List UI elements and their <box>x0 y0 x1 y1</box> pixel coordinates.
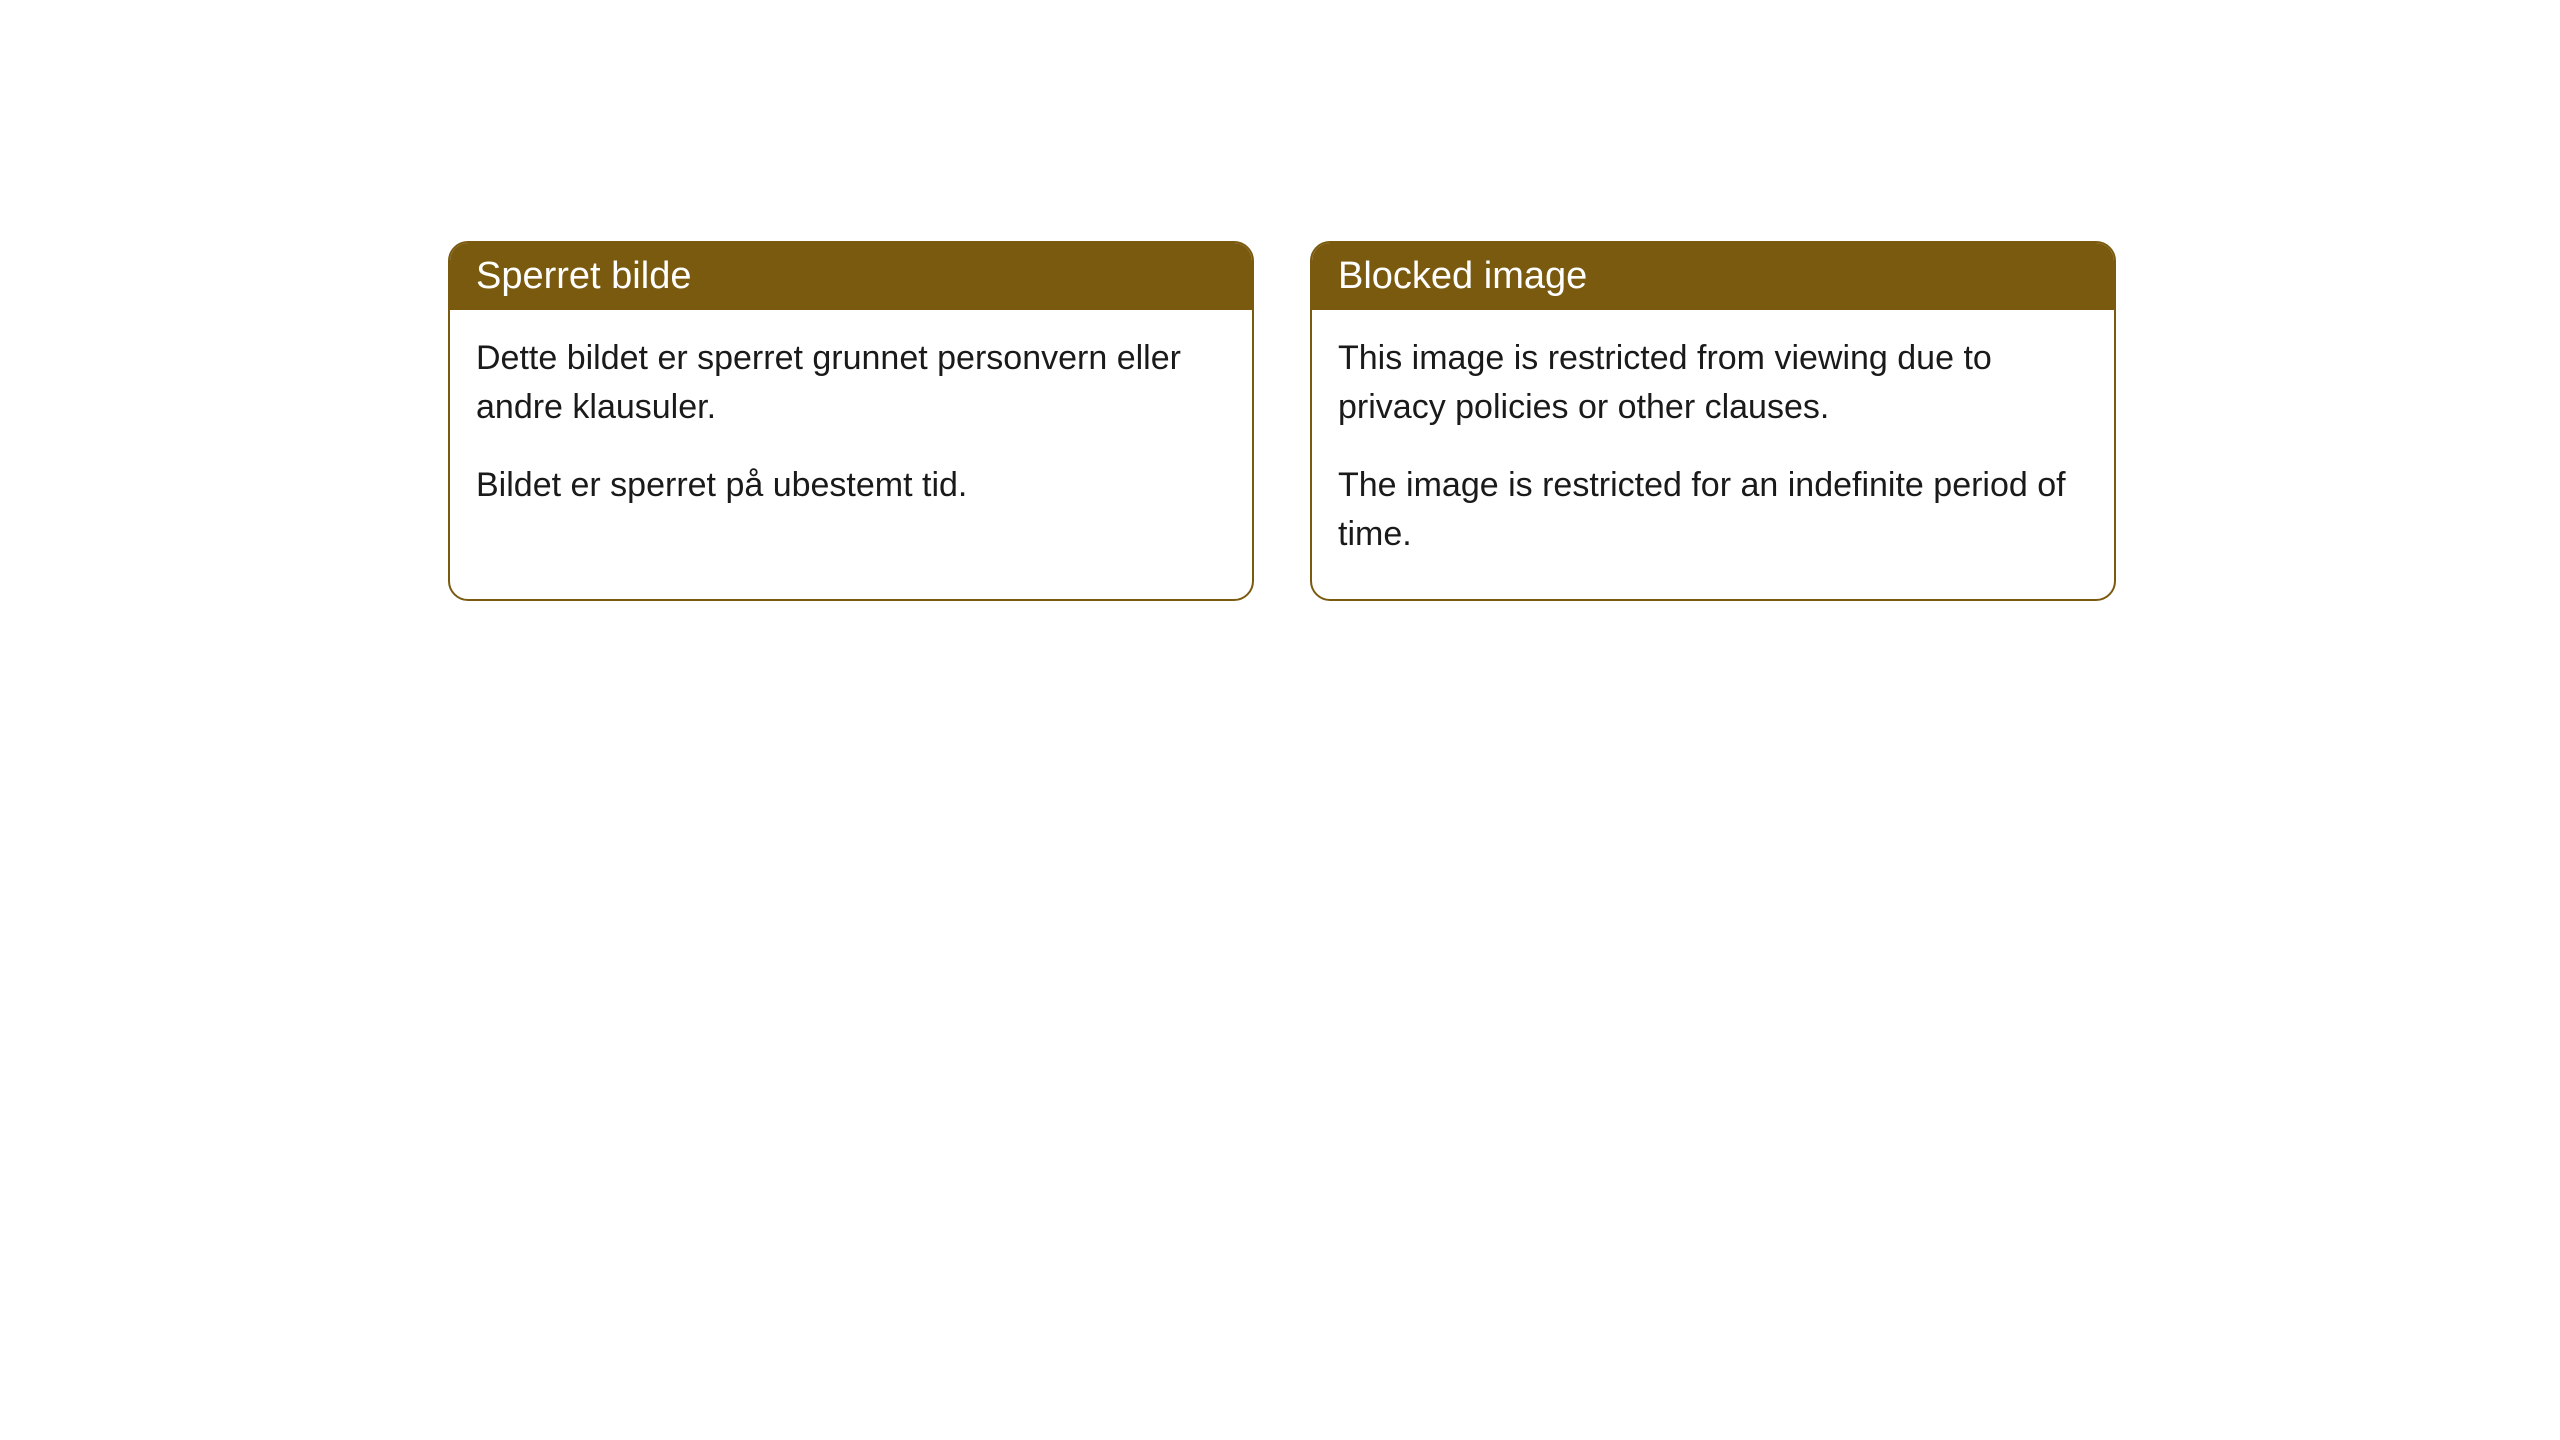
card-paragraph: This image is restricted from viewing du… <box>1338 334 2088 433</box>
card-paragraph: The image is restricted for an indefinit… <box>1338 461 2088 560</box>
card-title: Sperret bilde <box>476 255 691 297</box>
card-body: This image is restricted from viewing du… <box>1312 310 2114 599</box>
blocked-image-card-en: Blocked image This image is restricted f… <box>1310 241 2116 601</box>
blocked-image-card-no: Sperret bilde Dette bildet er sperret gr… <box>448 241 1254 601</box>
card-body: Dette bildet er sperret grunnet personve… <box>450 310 1252 550</box>
card-paragraph: Bildet er sperret på ubestemt tid. <box>476 461 1226 510</box>
card-header: Sperret bilde <box>450 243 1252 310</box>
card-title: Blocked image <box>1338 255 1587 297</box>
card-header: Blocked image <box>1312 243 2114 310</box>
card-paragraph: Dette bildet er sperret grunnet personve… <box>476 334 1226 433</box>
notice-container: Sperret bilde Dette bildet er sperret gr… <box>448 241 2116 601</box>
